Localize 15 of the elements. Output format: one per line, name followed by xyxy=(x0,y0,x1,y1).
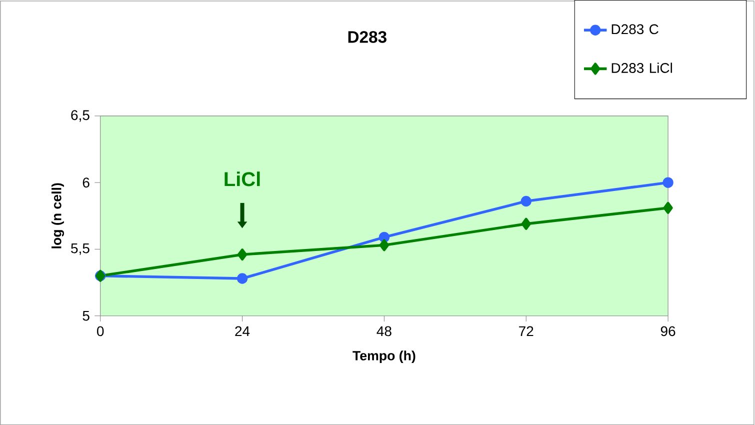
y-tick-label: 5 xyxy=(82,310,90,321)
x-tick-label: 24 xyxy=(235,326,250,336)
y-tick-label: 6,5 xyxy=(71,110,90,122)
x-tick-label: 0 xyxy=(97,326,104,336)
x-tick-label: 96 xyxy=(660,326,676,336)
legend-label: D283 C xyxy=(612,24,658,34)
y-tick-label: 5,5 xyxy=(71,243,90,255)
x-axis-title: Tempo (h) xyxy=(352,350,416,363)
x-tick-label: 72 xyxy=(519,326,534,336)
chart-title: D283 xyxy=(348,31,386,43)
y-axis-title: log (n cell) xyxy=(52,183,64,248)
legend-label: D283 LiCl xyxy=(612,62,672,73)
x-tick-label: 48 xyxy=(376,326,392,336)
annotation: LiCl xyxy=(224,171,260,186)
y-tick-label: 6 xyxy=(82,178,90,188)
